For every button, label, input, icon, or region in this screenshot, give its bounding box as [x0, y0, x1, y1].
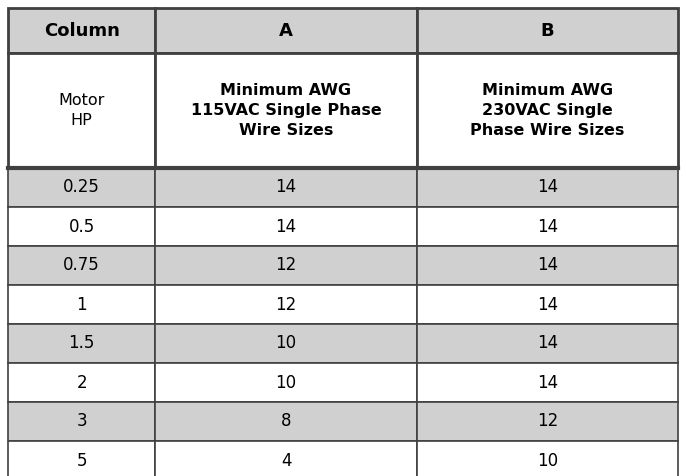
Bar [156, 441, 416, 476]
Bar [416, 168, 678, 207]
Bar [416, 324, 678, 363]
Text: 14: 14 [276, 218, 296, 236]
Bar [156, 8, 416, 53]
Text: 14: 14 [536, 374, 558, 391]
Bar [8, 441, 156, 476]
Bar [8, 246, 156, 285]
Bar [416, 207, 678, 246]
Bar [156, 168, 416, 207]
Bar [156, 246, 416, 285]
Bar [8, 363, 156, 402]
Text: 14: 14 [536, 296, 558, 314]
Text: 5: 5 [76, 452, 87, 469]
Text: 4: 4 [281, 452, 292, 469]
Bar [156, 246, 416, 285]
Bar [416, 402, 678, 441]
Bar [8, 168, 156, 207]
Text: Minimum AWG
230VAC Single
Phase Wire Sizes: Minimum AWG 230VAC Single Phase Wire Siz… [470, 83, 624, 138]
Bar [416, 324, 678, 363]
Text: A: A [279, 21, 293, 40]
Text: 8: 8 [281, 413, 292, 430]
Bar [8, 363, 156, 402]
Bar [416, 246, 678, 285]
Bar [416, 53, 678, 168]
Bar [8, 402, 156, 441]
Bar [416, 441, 678, 476]
Text: 10: 10 [276, 374, 296, 391]
Bar [156, 402, 416, 441]
Bar [156, 168, 416, 207]
Text: 14: 14 [536, 335, 558, 353]
Bar [8, 8, 156, 53]
Bar [8, 207, 156, 246]
Bar [8, 53, 156, 168]
Bar [416, 8, 678, 53]
Bar [8, 8, 156, 53]
Text: 1.5: 1.5 [69, 335, 95, 353]
Text: Column: Column [44, 21, 119, 40]
Bar [416, 285, 678, 324]
Text: 2: 2 [76, 374, 87, 391]
Text: 12: 12 [275, 296, 296, 314]
Text: 14: 14 [536, 178, 558, 197]
Text: Motor
HP: Motor HP [58, 93, 105, 128]
Bar [8, 246, 156, 285]
Text: 12: 12 [275, 257, 296, 275]
Bar [156, 53, 416, 168]
Bar [156, 8, 416, 53]
Text: 0.25: 0.25 [63, 178, 100, 197]
Bar [156, 324, 416, 363]
Text: 10: 10 [276, 335, 296, 353]
Bar [156, 285, 416, 324]
Bar [156, 441, 416, 476]
Bar [416, 363, 678, 402]
Bar [8, 285, 156, 324]
Text: 12: 12 [536, 413, 558, 430]
Bar [156, 363, 416, 402]
Text: 1: 1 [76, 296, 87, 314]
Bar [8, 441, 156, 476]
Text: B: B [541, 21, 554, 40]
Bar [416, 363, 678, 402]
Bar [416, 8, 678, 53]
Bar [8, 285, 156, 324]
Bar [156, 324, 416, 363]
Bar [416, 246, 678, 285]
Text: Minimum AWG
115VAC Single Phase
Wire Sizes: Minimum AWG 115VAC Single Phase Wire Siz… [191, 83, 381, 138]
Bar [156, 207, 416, 246]
Text: 14: 14 [536, 218, 558, 236]
Bar [156, 402, 416, 441]
Text: 3: 3 [76, 413, 87, 430]
Bar [8, 207, 156, 246]
Text: 0.5: 0.5 [69, 218, 95, 236]
Text: 10: 10 [536, 452, 558, 469]
Bar [416, 207, 678, 246]
Bar [416, 402, 678, 441]
Bar [416, 53, 678, 168]
Bar [8, 402, 156, 441]
Bar [156, 53, 416, 168]
Bar [8, 168, 156, 207]
Bar [416, 168, 678, 207]
Text: 14: 14 [536, 257, 558, 275]
Bar [8, 324, 156, 363]
Text: 14: 14 [276, 178, 296, 197]
Bar [156, 285, 416, 324]
Bar [8, 53, 156, 168]
Bar [416, 285, 678, 324]
Bar [8, 324, 156, 363]
Text: 0.75: 0.75 [63, 257, 100, 275]
Bar [416, 441, 678, 476]
Bar [156, 363, 416, 402]
Bar [156, 207, 416, 246]
